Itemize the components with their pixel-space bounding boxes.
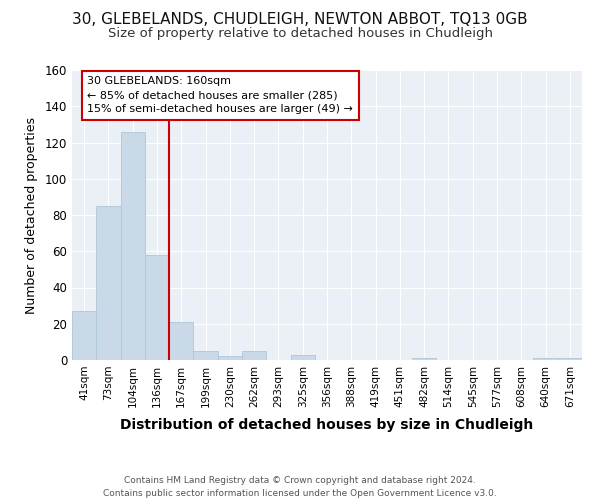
Bar <box>218 356 242 360</box>
Text: Size of property relative to detached houses in Chudleigh: Size of property relative to detached ho… <box>107 28 493 40</box>
Bar <box>242 351 266 360</box>
Bar <box>193 351 218 360</box>
Bar <box>290 354 315 360</box>
Bar <box>145 255 169 360</box>
Text: Contains HM Land Registry data © Crown copyright and database right 2024.: Contains HM Land Registry data © Crown c… <box>124 476 476 485</box>
Text: 30, GLEBELANDS, CHUDLEIGH, NEWTON ABBOT, TQ13 0GB: 30, GLEBELANDS, CHUDLEIGH, NEWTON ABBOT,… <box>72 12 528 28</box>
X-axis label: Distribution of detached houses by size in Chudleigh: Distribution of detached houses by size … <box>121 418 533 432</box>
Bar <box>558 358 582 360</box>
Text: Contains public sector information licensed under the Open Government Licence v3: Contains public sector information licen… <box>103 489 497 498</box>
Y-axis label: Number of detached properties: Number of detached properties <box>25 116 38 314</box>
Text: 30 GLEBELANDS: 160sqm
← 85% of detached houses are smaller (285)
15% of semi-det: 30 GLEBELANDS: 160sqm ← 85% of detached … <box>88 76 353 114</box>
Bar <box>412 358 436 360</box>
Bar <box>533 358 558 360</box>
Bar <box>72 311 96 360</box>
Bar <box>169 322 193 360</box>
Bar <box>96 206 121 360</box>
Bar <box>121 132 145 360</box>
